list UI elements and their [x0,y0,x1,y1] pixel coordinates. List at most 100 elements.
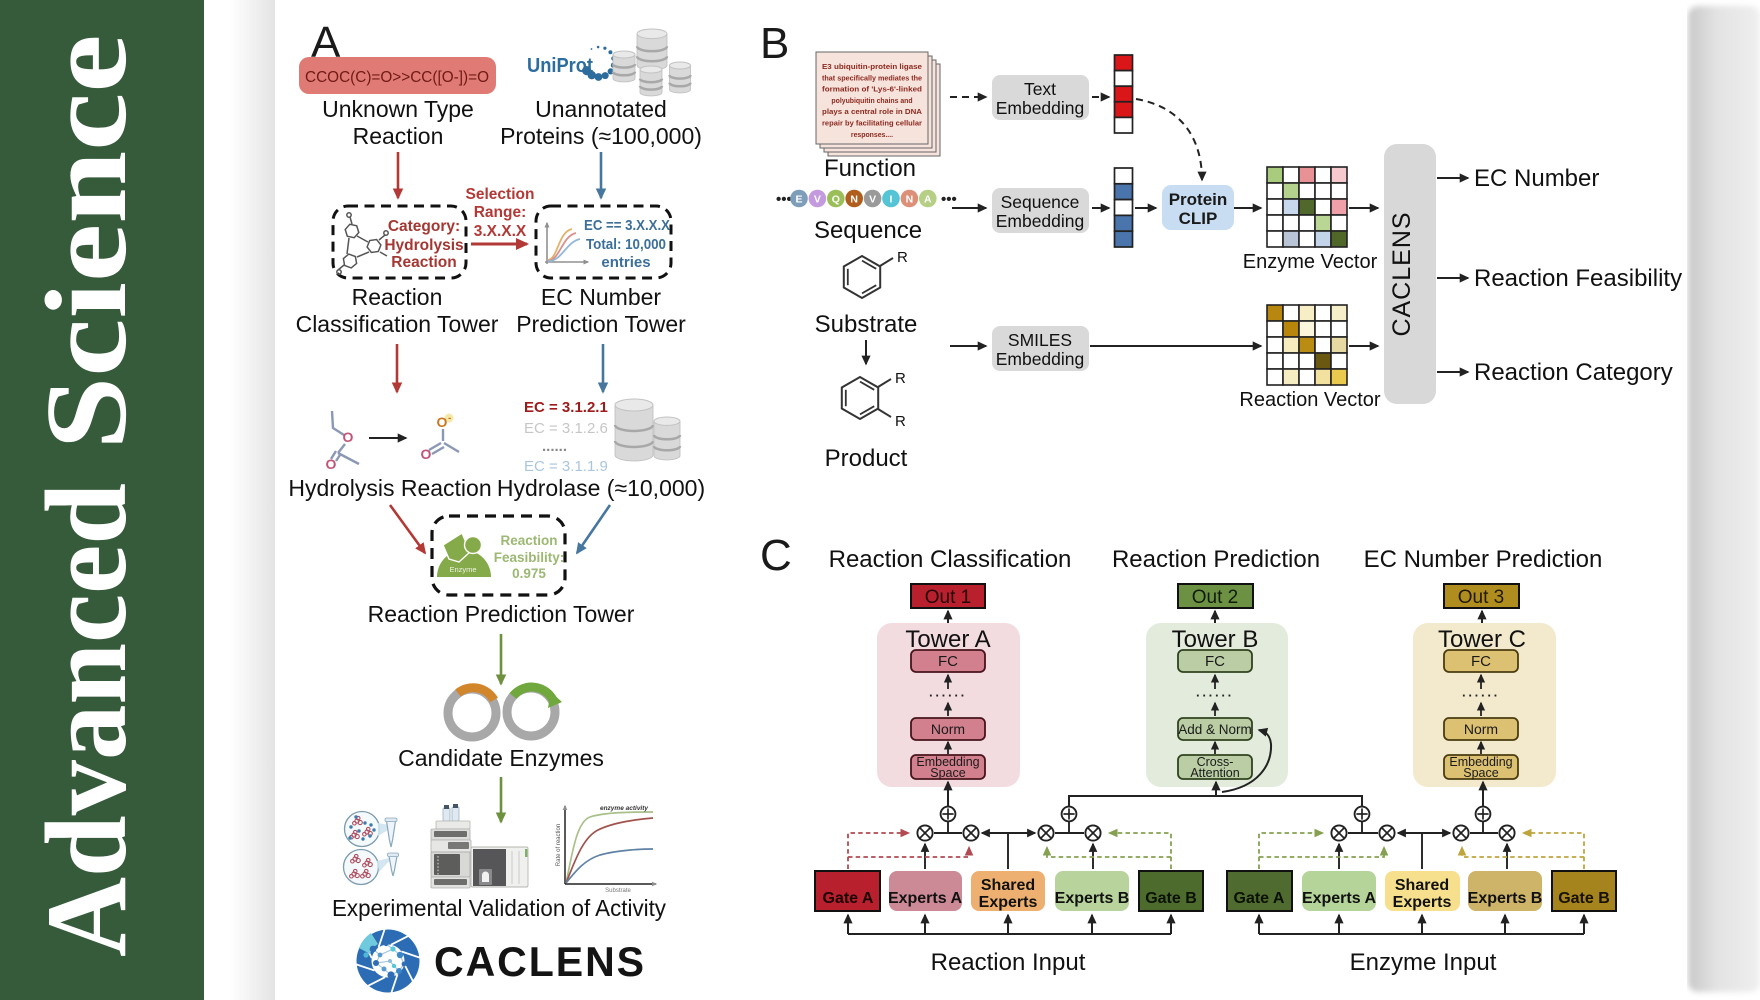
svg-text:0.975: 0.975 [512,566,546,581]
svg-text:FC: FC [938,653,958,670]
svg-text:Candidate Enzymes: Candidate Enzymes [398,745,604,771]
svg-text:EC = 3.1.2.1: EC = 3.1.2.1 [524,399,608,416]
svg-text:Enzyme: Enzyme [449,565,476,574]
svg-text:Feasibility:: Feasibility: [494,550,565,565]
svg-text:Hydrolysis Reaction: Hydrolysis Reaction [288,475,491,501]
svg-text:Hydrolysis: Hydrolysis [384,237,463,254]
svg-text:V: V [869,194,876,206]
svg-text:Substrate: Substrate [605,888,631,894]
svg-text:Norm: Norm [931,721,965,737]
svg-text:Reaction Category: Reaction Category [1474,359,1673,386]
svg-text:EC Number Prediction: EC Number Prediction [1364,546,1603,573]
svg-text:Classification Tower: Classification Tower [296,311,499,337]
svg-text:Unannotated: Unannotated [535,96,667,122]
svg-text:polyubiquitin chains and: polyubiquitin chains and [831,98,912,105]
svg-text:I: I [890,194,893,206]
svg-text:CACLENS: CACLENS [1388,211,1416,336]
svg-text:N: N [906,194,914,206]
svg-text:O: O [437,414,448,430]
svg-text:Norm: Norm [1464,721,1498,737]
svg-text:A: A [924,194,932,206]
svg-text:Total: 10,000: Total: 10,000 [586,236,666,253]
svg-text:Experts A: Experts A [888,890,963,907]
svg-text:Experimental Validation of Act: Experimental Validation of Activity [332,895,666,921]
svg-text:EC = 3.1.2.6: EC = 3.1.2.6 [524,420,608,437]
svg-text:Reaction Feasibility: Reaction Feasibility [1474,265,1682,292]
svg-text:Substrate: Substrate [815,311,918,338]
svg-text:Out 2: Out 2 [1192,587,1238,608]
svg-text:CCOC(C)=O>>CC([O-])=O: CCOC(C)=O>>CC([O-])=O [305,69,489,86]
svg-text:Q: Q [832,194,840,206]
svg-text:Enzyme Vector: Enzyme Vector [1243,251,1378,273]
svg-text:Embedding: Embedding [1449,755,1512,769]
svg-text:O: O [343,429,354,445]
svg-text:O: O [421,446,432,462]
svg-text:Gate A: Gate A [1234,890,1285,907]
svg-text:Enzyme Input: Enzyme Input [1350,949,1497,976]
svg-text:FC: FC [1471,653,1491,670]
svg-text:O: O [326,456,337,472]
svg-text:······: ······ [929,688,967,703]
svg-text:Reaction Prediction: Reaction Prediction [1112,546,1320,573]
svg-text:repair by facilitating cellula: repair by facilitating cellular [822,121,922,128]
svg-text:Experts B: Experts B [1055,890,1130,907]
svg-text:Cross-: Cross- [1197,755,1234,769]
svg-text:enzyme activity: enzyme activity [600,805,648,812]
svg-text:······: ······ [1196,688,1234,703]
svg-text:C: C [760,531,792,580]
svg-text:N: N [850,194,858,206]
svg-text:Hydrolase (≈10,000): Hydrolase (≈10,000) [497,475,705,501]
svg-text:R: R [897,249,908,266]
svg-text:CACLENS: CACLENS [434,938,646,985]
svg-text:Space: Space [1463,766,1498,780]
svg-text:Gate A: Gate A [823,890,874,907]
svg-text:······: ······ [1462,688,1500,703]
svg-text:B: B [760,19,789,68]
svg-text:Proteins (≈100,000): Proteins (≈100,000) [500,123,702,149]
svg-text:Tower B: Tower B [1172,626,1259,653]
svg-text:Reaction Classification: Reaction Classification [829,546,1072,573]
svg-text:entries: entries [601,254,650,271]
svg-text:Embedding: Embedding [996,98,1085,118]
svg-text:3.X.X.X: 3.X.X.X [474,223,527,240]
svg-text:Unknown Type: Unknown Type [322,96,474,122]
svg-text:Embedding: Embedding [916,755,979,769]
svg-text:plays a central role in DNA: plays a central role in DNA [822,109,922,116]
svg-text:R: R [895,413,906,430]
svg-text:Reaction Input: Reaction Input [931,949,1086,976]
svg-text:Shared: Shared [1395,877,1449,894]
svg-text:Reaction Vector: Reaction Vector [1239,389,1381,411]
svg-text:SMILES: SMILES [1008,330,1072,350]
svg-text:Out 1: Out 1 [925,587,971,608]
svg-text:UniProt: UniProt [527,55,593,77]
svg-text:•••: ••• [776,191,792,208]
svg-text:Embedding: Embedding [996,349,1085,369]
svg-text:E: E [795,194,802,206]
svg-text:Add & Norm: Add & Norm [1178,722,1252,737]
svg-text:Experts: Experts [979,894,1038,911]
svg-text:Reaction Prediction Tower: Reaction Prediction Tower [368,601,635,627]
svg-text:Gate B: Gate B [1558,890,1610,907]
svg-text:Shared: Shared [981,877,1035,894]
svg-text:Category:: Category: [388,218,460,235]
svg-text:Product: Product [825,445,908,472]
svg-text:Range:: Range: [474,204,527,221]
svg-text:Out 3: Out 3 [1458,587,1504,608]
svg-text:Rate of reaction: Rate of reaction [556,824,562,866]
svg-text:Protein: Protein [1169,190,1228,209]
svg-text:Tower C: Tower C [1438,626,1526,653]
svg-text:Reaction: Reaction [500,533,557,548]
svg-text:V: V [814,194,821,206]
svg-text:EC == 3.X.X.X: EC == 3.X.X.X [584,217,670,234]
svg-text:Tower A: Tower A [905,626,990,653]
svg-text:Selection: Selection [466,186,535,203]
svg-text:responses....: responses.... [851,132,893,139]
svg-text:Reaction: Reaction [353,123,444,149]
svg-text:E3 ubiquitin-protein ligase: E3 ubiquitin-protein ligase [822,64,922,71]
svg-text:Space: Space [930,766,965,780]
svg-text:formation of 'Lys-6'-linked: formation of 'Lys-6'-linked [822,87,922,94]
svg-text:CLIP: CLIP [1179,209,1218,228]
svg-text:Function: Function [824,155,916,182]
svg-text:FC: FC [1205,653,1225,670]
svg-text:Gate B: Gate B [1145,890,1197,907]
